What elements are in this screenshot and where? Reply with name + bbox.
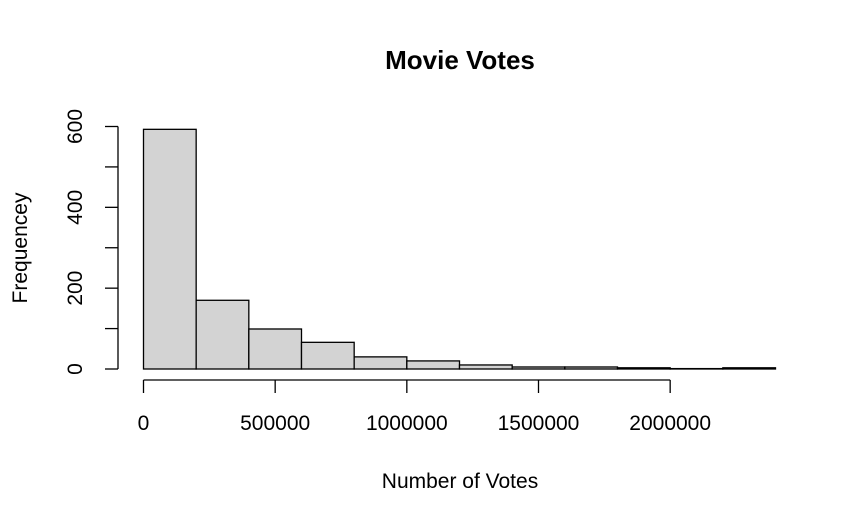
histogram-bar — [458, 364, 513, 370]
y-tick-label: 200 — [64, 271, 87, 306]
y-tick-label: 600 — [64, 109, 87, 144]
histogram-bar — [564, 366, 619, 370]
histogram-bar — [142, 128, 197, 370]
y-tick-label: 0 — [64, 363, 87, 375]
x-tick-label: 500000 — [240, 412, 310, 435]
x-tick-label: 1500000 — [498, 412, 580, 435]
histogram-bar — [248, 328, 303, 370]
y-axis-label: Frequencey — [9, 192, 32, 303]
histogram-bar — [722, 367, 777, 370]
y-tick-label: 400 — [64, 190, 87, 225]
histogram-bar — [616, 367, 671, 370]
x-axis: 0 500000 1000000 1500000 2000000 — [138, 379, 711, 435]
x-axis-label: Number of Votes — [382, 470, 538, 493]
x-tick-label: 2000000 — [629, 412, 711, 435]
histogram-bar — [195, 299, 250, 370]
x-tick-label: 0 — [138, 412, 150, 435]
chart-title: Movie Votes — [385, 45, 535, 75]
histogram-bar — [353, 356, 408, 370]
histogram-bar — [300, 341, 355, 370]
bars-group — [142, 128, 777, 370]
histogram-bar — [511, 366, 566, 370]
histogram-bar — [406, 360, 461, 370]
y-axis: 0 200 400 600 — [64, 109, 119, 375]
x-tick-label: 1000000 — [366, 412, 448, 435]
